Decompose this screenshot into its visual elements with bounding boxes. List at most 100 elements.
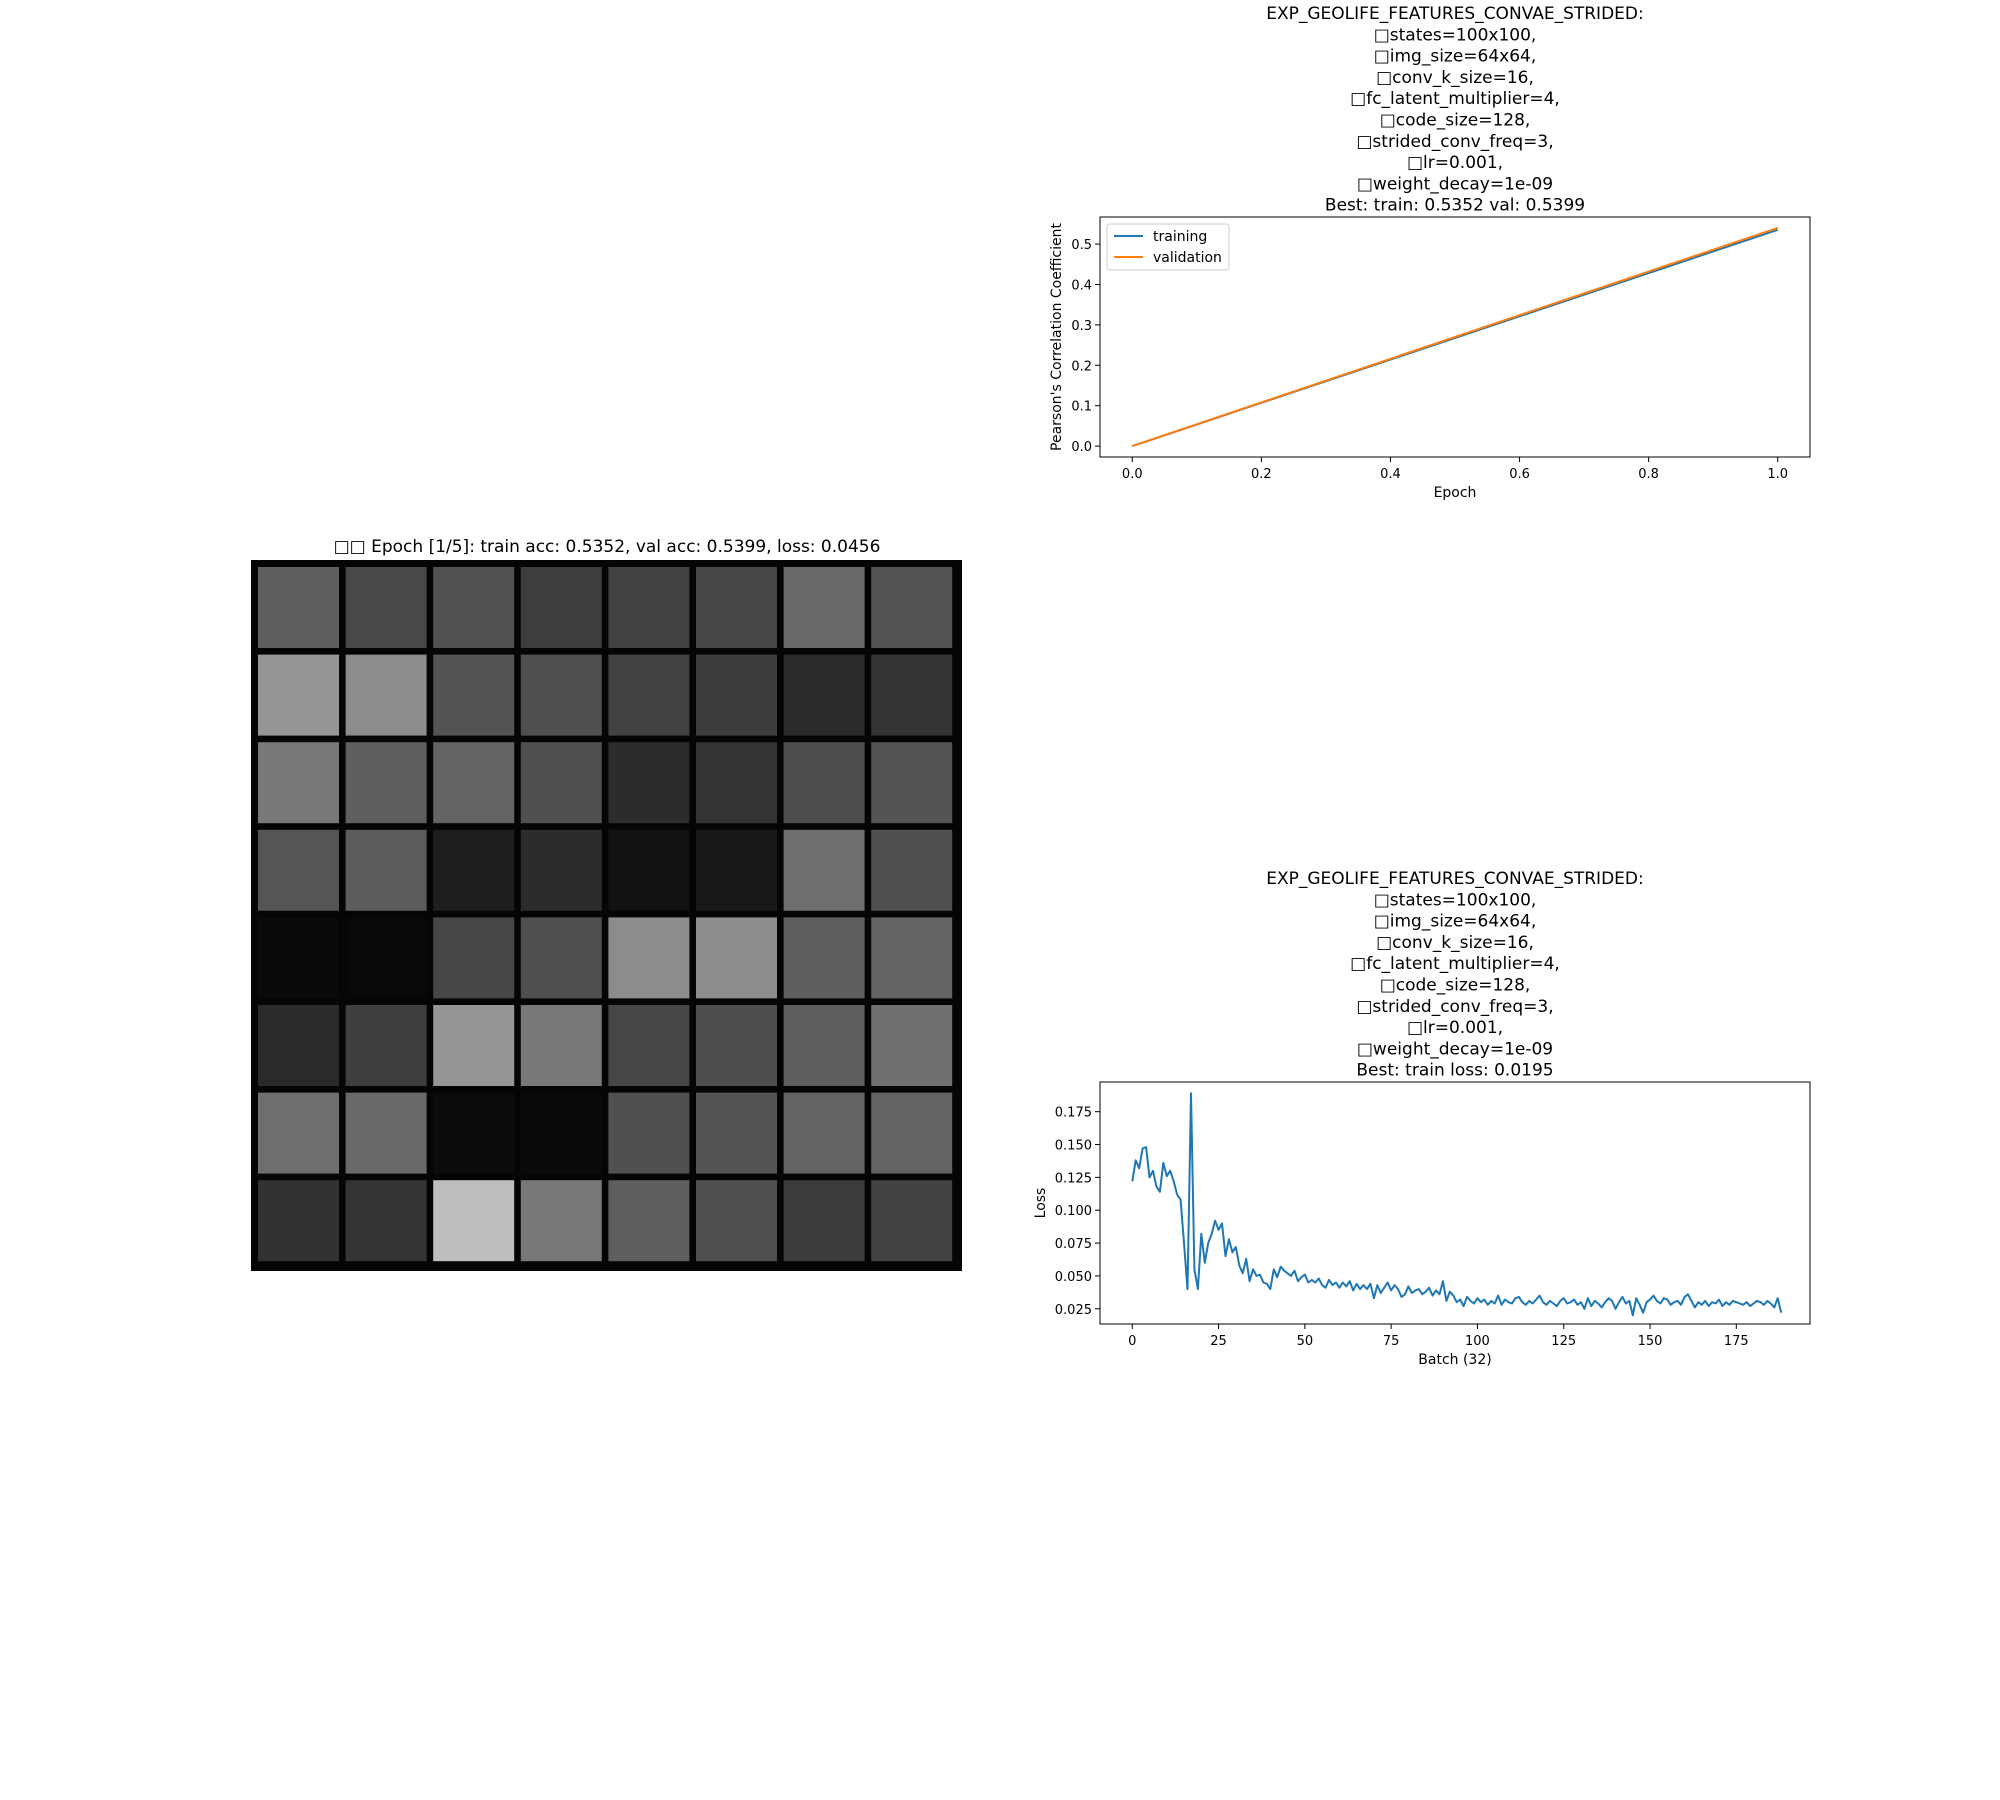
loss-y-axis-label: Loss: [1033, 1188, 1049, 1219]
x-tick-label: 100: [1465, 1334, 1490, 1349]
grid-tile-r1-c7: [871, 654, 953, 736]
x-tick-label: 1.0: [1767, 467, 1788, 482]
grid-tile-r6-c3: [520, 1092, 602, 1174]
x-tick-label: 0.0: [1122, 467, 1143, 482]
correlation-x-axis-label: Epoch: [1434, 485, 1477, 501]
loss-x-axis-label: Batch (32): [1418, 1352, 1491, 1368]
y-tick-label: 0.0: [1071, 440, 1092, 455]
grid-tile-r2-c4: [608, 742, 690, 824]
grid-tiles: [258, 567, 953, 1262]
chart-title-line-6: □strided_conv_freq=3,: [1356, 132, 1553, 152]
correlation-y-ticks: 0.0 0.1 0.2 0.3 0.4 0.5: [1071, 238, 1100, 455]
grid-tile-r2-c5: [696, 742, 777, 824]
correlation-series-lines: [1131, 226, 1779, 448]
chart-title-line-9: Best: train: 0.5352 val: 0.5399: [1325, 196, 1585, 216]
grid-tile-r0-c4: [608, 567, 690, 648]
y-tick-label: 0.025: [1055, 1303, 1092, 1318]
grid-tile-r4-c5: [696, 917, 777, 999]
correlation-chart: EXP_GEOLIFE_FEATURES_CONVAE_STRIDED:□sta…: [1049, 4, 1811, 501]
grid-tile-r7-c5: [696, 1180, 777, 1262]
chart-title-line-9: Best: train loss: 0.0195: [1356, 1061, 1553, 1081]
grid-tile-r1-c2: [433, 654, 515, 736]
x-tick-label: 0.6: [1509, 467, 1530, 482]
y-tick-label: 0.4: [1071, 278, 1092, 293]
x-tick-label: 0.8: [1638, 467, 1659, 482]
grid-tile-r4-c2: [433, 917, 515, 999]
grid-tile-r1-c1: [345, 654, 427, 736]
grid-tile-r5-c0: [258, 1005, 339, 1086]
grid-tile-r1-c3: [520, 654, 602, 736]
loss-chart-axes-frame: [1099, 1081, 1811, 1325]
correlation-chart-axes-frame: [1099, 216, 1811, 458]
y-tick-label: 0.150: [1055, 1139, 1092, 1154]
loss-chart: EXP_GEOLIFE_FEATURES_CONVAE_STRIDED:□sta…: [1033, 869, 1811, 1368]
grid-tile-r5-c7: [871, 1005, 953, 1086]
chart-title-line-8: □weight_decay=1e-09: [1357, 1039, 1553, 1059]
y-tick-label: 0.125: [1055, 1171, 1092, 1186]
grid-tile-r2-c3: [520, 742, 602, 824]
chart-title-line-6: □strided_conv_freq=3,: [1356, 997, 1553, 1017]
grid-tile-r5-c1: [345, 1005, 427, 1086]
grid-tile-r6-c5: [696, 1092, 777, 1174]
grid-tile-r0-c6: [783, 567, 865, 648]
y-tick-label: 0.5: [1071, 238, 1092, 253]
loss-series-lines: [1131, 1092, 1783, 1317]
loss-y-ticks: 0.025 0.050 0.075 0.100 0.125 0.150 0.175: [1055, 1106, 1100, 1318]
chart-title-line-5: □code_size=128,: [1380, 111, 1531, 131]
grid-tile-r2-c1: [345, 742, 427, 824]
grid-tile-r0-c3: [520, 567, 602, 648]
grid-tile-r6-c1: [345, 1092, 427, 1174]
x-tick-label: 125: [1551, 1334, 1576, 1349]
grid-tile-r0-c1: [345, 567, 427, 648]
grid-tile-r0-c0: [258, 567, 339, 648]
grid-tile-r4-c1: [345, 917, 427, 999]
grid-tile-r6-c0: [258, 1092, 339, 1174]
chart-title-line-8: □weight_decay=1e-09: [1357, 174, 1553, 194]
loss-chart-title: EXP_GEOLIFE_FEATURES_CONVAE_STRIDED:□sta…: [1266, 869, 1643, 1081]
chart-title-line-4: □fc_latent_multiplier=4,: [1350, 954, 1560, 974]
chart-title-line-2: □img_size=64x64,: [1374, 912, 1537, 932]
x-tick-label: 150: [1638, 1334, 1663, 1349]
x-tick-label: 0.4: [1380, 467, 1401, 482]
chart-title-line-4: □fc_latent_multiplier=4,: [1350, 89, 1560, 109]
grid-tile-r5-c6: [783, 1005, 865, 1086]
correlation-chart-title: EXP_GEOLIFE_FEATURES_CONVAE_STRIDED:□sta…: [1266, 4, 1643, 216]
chart-title-line-0: EXP_GEOLIFE_FEATURES_CONVAE_STRIDED:: [1266, 869, 1643, 889]
grid-tile-r4-c6: [783, 917, 865, 999]
chart-title-line-3: □conv_k_size=16,: [1376, 68, 1534, 88]
grid-tile-r1-c5: [696, 654, 777, 736]
grid-tile-r3-c1: [345, 829, 427, 911]
chart-title-line-5: □code_size=128,: [1380, 976, 1531, 996]
x-tick-label: 0.2: [1251, 467, 1272, 482]
correlation-y-axis-label: Pearson's Correlation Coefficient: [1049, 223, 1065, 451]
x-tick-label: 75: [1383, 1334, 1400, 1349]
grid-tile-r7-c0: [258, 1180, 339, 1262]
grid-tile-r4-c0: [258, 917, 339, 999]
chart-title-line-3: □conv_k_size=16,: [1376, 933, 1534, 953]
grid-tile-r6-c2: [433, 1092, 515, 1174]
grid-tile-r7-c2: [433, 1180, 515, 1262]
grid-tile-r2-c6: [783, 742, 865, 824]
grid-tile-r6-c4: [608, 1092, 690, 1174]
grid-tile-r7-c3: [520, 1180, 602, 1262]
y-tick-label: 0.3: [1071, 319, 1092, 334]
grid-tile-r3-c0: [258, 829, 339, 911]
y-tick-label: 0.075: [1055, 1237, 1092, 1252]
loss-x-ticks: 0 25 50 75 100 125 150 175: [1128, 1324, 1749, 1349]
grid-tile-r5-c5: [696, 1005, 777, 1086]
grid-tile-r3-c5: [696, 829, 777, 911]
grid-tile-r3-c4: [608, 829, 690, 911]
grid-tile-r2-c2: [433, 742, 515, 824]
grid-tile-r1-c6: [783, 654, 865, 736]
grid-title: □□ Epoch [1/5]: train acc: 0.5352, val a…: [334, 537, 881, 557]
image-grid-panel: □□ Epoch [1/5]: train acc: 0.5352, val a…: [251, 537, 962, 1271]
chart-title-line-7: □lr=0.001,: [1407, 153, 1503, 173]
grid-tile-r7-c6: [783, 1180, 865, 1262]
y-tick-label: 0.100: [1055, 1204, 1092, 1219]
grid-tile-r1-c0: [258, 654, 339, 736]
grid-tile-r7-c4: [608, 1180, 690, 1262]
grid-tile-r4-c4: [608, 917, 690, 999]
grid-tile-r0-c7: [871, 567, 953, 648]
grid-tile-r5-c4: [608, 1005, 690, 1086]
